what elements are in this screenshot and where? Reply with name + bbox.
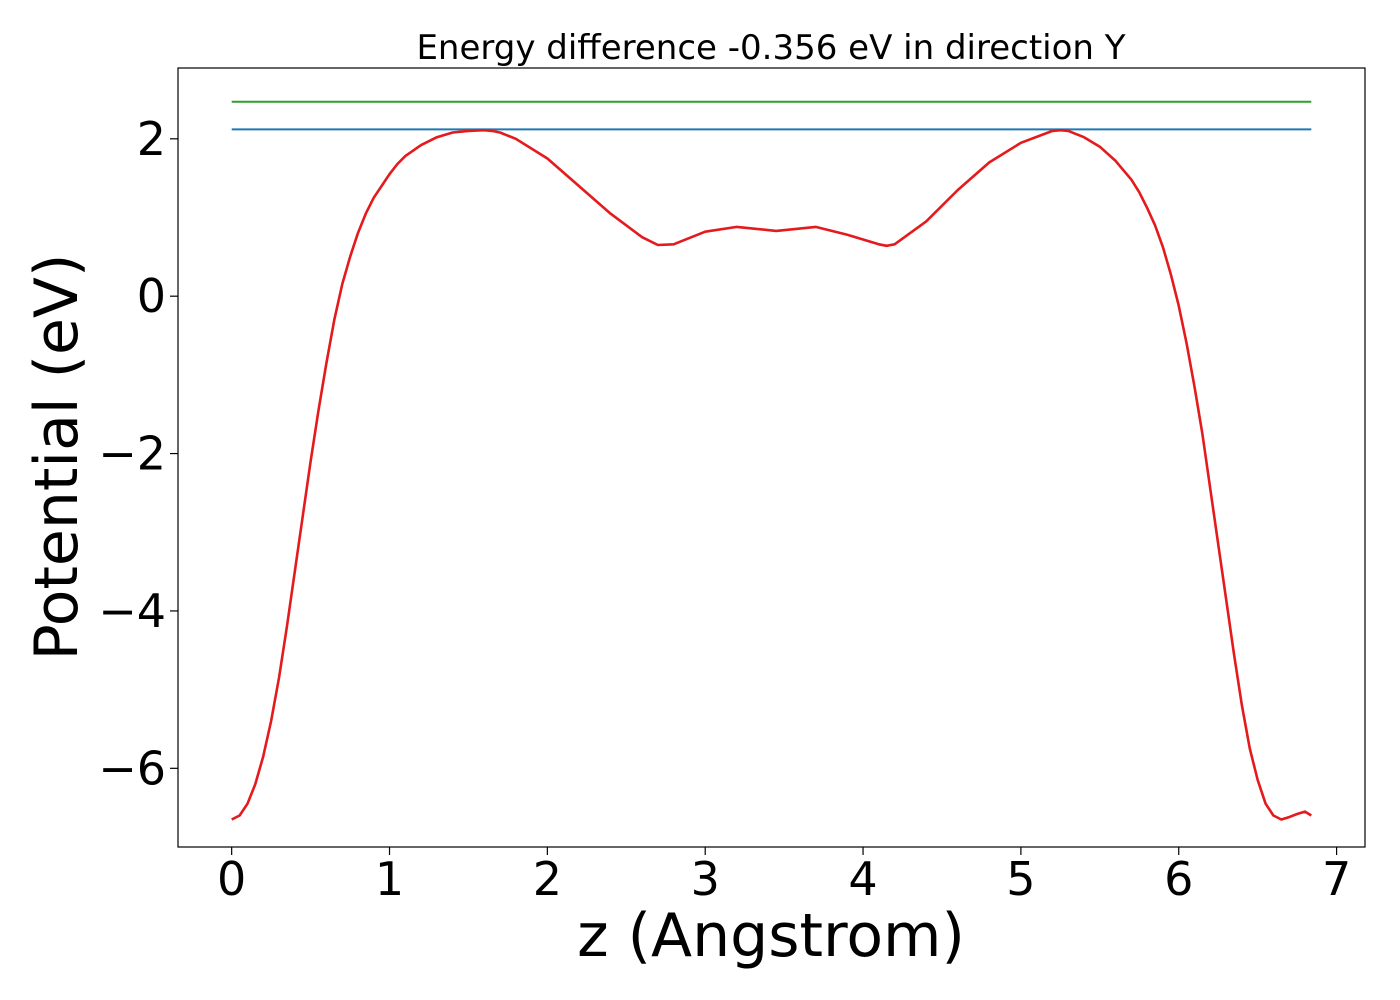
x-axis-label: z (Angstrom) [577, 901, 965, 971]
y-tick-label: 2 [137, 112, 166, 166]
x-tick-label: 6 [1164, 852, 1193, 906]
x-axis: 0 1 2 3 4 5 6 7 [217, 847, 1351, 906]
y-axis-label: Potential (eV) [22, 254, 92, 661]
series-line-2 [231, 128, 1312, 821]
x-tick-label: 1 [375, 852, 404, 906]
y-tick-label: −6 [98, 741, 166, 795]
y-tick-label: −4 [98, 584, 166, 638]
y-tick-label: −2 [98, 427, 166, 481]
x-tick-label: 3 [691, 852, 720, 906]
y-tick-label: 0 [137, 269, 166, 323]
x-tick-label: 0 [217, 852, 246, 906]
chart-title: Energy difference -0.356 eV in direction… [416, 28, 1125, 68]
plot-frame [177, 67, 1366, 848]
plot-lines [231, 100, 1312, 821]
x-tick-label: 5 [1006, 852, 1035, 906]
x-tick-label: 7 [1322, 852, 1351, 906]
y-axis: −6 −4 −2 0 2 [98, 112, 178, 795]
x-tick-label: 2 [533, 852, 562, 906]
x-tick-label: 4 [848, 852, 877, 906]
